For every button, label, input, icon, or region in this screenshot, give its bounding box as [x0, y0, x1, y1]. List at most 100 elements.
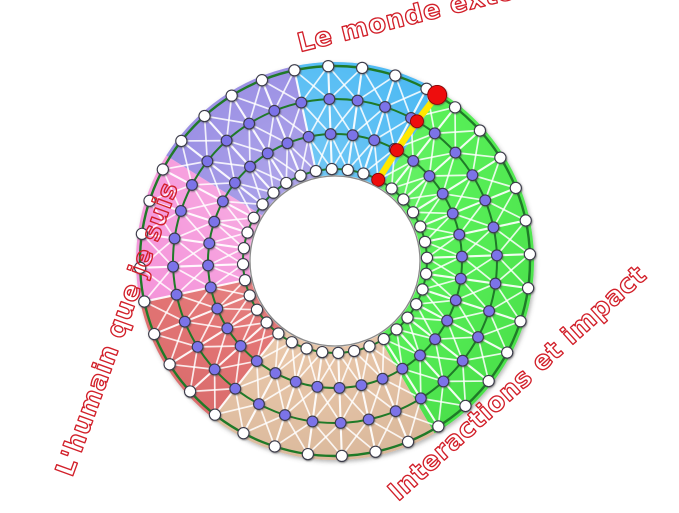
network-node[interactable]: [247, 211, 260, 224]
network-node[interactable]: [221, 322, 234, 335]
network-node[interactable]: [202, 259, 215, 272]
network-node[interactable]: [362, 413, 375, 426]
network-node[interactable]: [272, 327, 285, 340]
network-node[interactable]: [414, 349, 426, 362]
network-node[interactable]: [256, 198, 269, 211]
network-node[interactable]: [289, 375, 302, 388]
network-node[interactable]: [208, 215, 221, 228]
network-node[interactable]: [494, 151, 507, 164]
network-node[interactable]: [459, 399, 472, 413]
network-node[interactable]: [441, 314, 454, 327]
network-node[interactable]: [432, 420, 445, 433]
network-node[interactable]: [322, 59, 335, 73]
network-node[interactable]: [346, 129, 359, 142]
network-node[interactable]: [268, 440, 281, 453]
network-node[interactable]: [418, 235, 432, 249]
network-node[interactable]: [323, 93, 336, 106]
network-node[interactable]: [355, 379, 368, 392]
network-node[interactable]: [198, 109, 211, 123]
network-node[interactable]: [234, 340, 247, 352]
network-node[interactable]: [479, 194, 492, 207]
network-node[interactable]: [369, 445, 382, 458]
network-node[interactable]: [204, 281, 217, 294]
network-node[interactable]: [473, 124, 487, 137]
network-node[interactable]: [280, 176, 293, 190]
network-node[interactable]: [309, 164, 323, 178]
network-node[interactable]: [446, 207, 459, 220]
network-node[interactable]: [278, 409, 291, 422]
network-node[interactable]: [334, 416, 347, 429]
network-node[interactable]: [363, 340, 376, 353]
network-node[interactable]: [489, 277, 502, 290]
network-node[interactable]: [490, 249, 503, 262]
network-node[interactable]: [454, 272, 467, 285]
network-node[interactable]: [225, 89, 238, 102]
network-node[interactable]: [333, 381, 346, 394]
network-node[interactable]: [255, 74, 269, 87]
network-node[interactable]: [449, 294, 462, 307]
network-node[interactable]: [250, 355, 263, 368]
network-node[interactable]: [203, 237, 216, 250]
network-node[interactable]: [521, 281, 535, 295]
network-node[interactable]: [347, 344, 361, 358]
network-node[interactable]: [414, 392, 427, 405]
network-node[interactable]: [267, 186, 280, 199]
network-node[interactable]: [514, 315, 527, 328]
network-node[interactable]: [401, 311, 414, 324]
network-node[interactable]: [483, 305, 496, 318]
network-node[interactable]: [229, 382, 242, 395]
network-node[interactable]: [138, 295, 151, 308]
network-node[interactable]: [168, 232, 181, 245]
network-node[interactable]: [156, 163, 169, 176]
network-node[interactable]: [429, 333, 442, 346]
network-node[interactable]: [237, 242, 251, 255]
network-node[interactable]: [228, 176, 241, 189]
network-node[interactable]: [306, 415, 319, 428]
network-node[interactable]: [357, 167, 370, 180]
highlight-node[interactable]: [410, 114, 424, 129]
network-node[interactable]: [260, 316, 273, 329]
network-node[interactable]: [324, 128, 337, 141]
network-node[interactable]: [302, 130, 315, 143]
network-node[interactable]: [385, 182, 398, 195]
network-node[interactable]: [183, 385, 197, 398]
highlight-node[interactable]: [390, 143, 404, 158]
network-node[interactable]: [325, 162, 338, 176]
network-node[interactable]: [416, 283, 429, 296]
network-node[interactable]: [523, 248, 537, 261]
network-node[interactable]: [487, 221, 500, 234]
network-node[interactable]: [397, 193, 410, 206]
network-node[interactable]: [244, 160, 256, 173]
network-node[interactable]: [341, 163, 354, 177]
network-node[interactable]: [482, 374, 495, 388]
network-node[interactable]: [243, 117, 256, 130]
network-node[interactable]: [379, 100, 392, 113]
network-node[interactable]: [238, 273, 252, 287]
network-node[interactable]: [396, 362, 409, 375]
network-node[interactable]: [406, 206, 420, 219]
network-node[interactable]: [501, 346, 514, 359]
network-node[interactable]: [220, 134, 233, 147]
network-node[interactable]: [519, 214, 532, 227]
network-node[interactable]: [295, 96, 308, 109]
network-node[interactable]: [466, 169, 479, 182]
network-node[interactable]: [389, 405, 402, 418]
network-node[interactable]: [448, 101, 462, 114]
network-node[interactable]: [268, 104, 281, 117]
network-node[interactable]: [376, 372, 389, 385]
highlight-node[interactable]: [371, 172, 386, 187]
network-node[interactable]: [250, 303, 264, 316]
network-node[interactable]: [269, 367, 282, 380]
network-node[interactable]: [377, 332, 390, 346]
network-node[interactable]: [208, 408, 222, 421]
network-node[interactable]: [410, 298, 423, 311]
network-node[interactable]: [423, 170, 436, 182]
network-node[interactable]: [143, 194, 156, 207]
network-node[interactable]: [281, 137, 294, 150]
highlight-node[interactable]: [427, 84, 448, 105]
network-node[interactable]: [419, 267, 433, 280]
network-node[interactable]: [133, 261, 147, 274]
network-node[interactable]: [241, 226, 254, 239]
highlight-nodes[interactable]: [371, 84, 448, 187]
network-node[interactable]: [174, 204, 187, 217]
